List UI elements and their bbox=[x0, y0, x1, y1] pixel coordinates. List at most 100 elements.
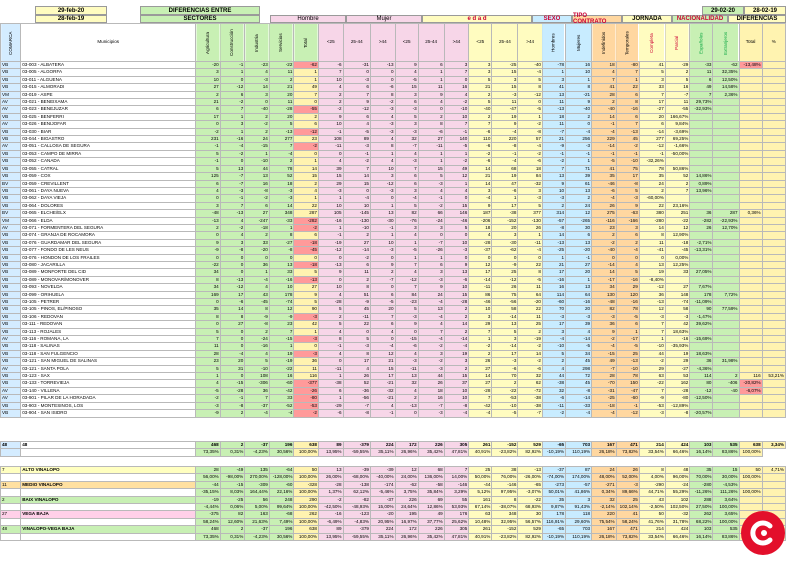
value-cell: -9 bbox=[541, 142, 567, 151]
value-cell: -70 bbox=[591, 379, 617, 388]
value-cell: 3 bbox=[443, 60, 470, 70]
value-cell: -23 bbox=[244, 60, 270, 70]
group-value-cell: 48 bbox=[664, 465, 691, 475]
summary-pct-cell: -59,55% bbox=[342, 448, 371, 457]
value-cell: 1 bbox=[244, 268, 270, 277]
group-pct-cell: -38,07% bbox=[491, 503, 519, 512]
group-value-cell: 38 bbox=[491, 465, 519, 475]
value-cell: 2 bbox=[468, 112, 493, 122]
value-cell: 1 bbox=[565, 275, 593, 285]
value-cell: 0 bbox=[195, 320, 221, 329]
group-pct-cell: 30,56% bbox=[268, 532, 295, 542]
value-cell: 7 bbox=[195, 335, 221, 344]
summary-pct-cell: 47,81% bbox=[443, 448, 470, 457]
value-cell: 1 bbox=[394, 253, 419, 262]
value-cell: 19 bbox=[664, 349, 691, 359]
value-cell: -25 bbox=[591, 394, 617, 403]
value-cell: 1 bbox=[268, 223, 295, 233]
value-cell: -1 bbox=[195, 157, 221, 166]
value-cell: 2 bbox=[317, 90, 344, 100]
comarca-cell: VB bbox=[0, 305, 22, 314]
group-value-cell: 214 bbox=[638, 525, 666, 534]
value-cell: 6 bbox=[394, 172, 419, 181]
value-cell: 24 bbox=[417, 290, 445, 300]
group-number: 11 bbox=[0, 480, 22, 490]
municipio-cell: 03-093 - NOVELDA bbox=[20, 283, 197, 292]
value-cell: 27 bbox=[342, 238, 371, 248]
value-cell: 39,62% bbox=[689, 320, 714, 329]
group-value-cell: -32 bbox=[664, 510, 691, 519]
value-cell: -24 bbox=[417, 216, 445, 225]
value-cell bbox=[761, 75, 787, 85]
group-pct-cell: 35,11% bbox=[369, 532, 396, 542]
value-cell: -3 bbox=[342, 142, 371, 151]
value-cell: 0,00% bbox=[664, 253, 691, 262]
value-cell bbox=[689, 194, 714, 203]
value-cell: 22 bbox=[293, 201, 319, 211]
value-cell: 10 bbox=[541, 186, 567, 196]
value-cell: 20 bbox=[268, 90, 295, 100]
value-cell bbox=[738, 297, 763, 307]
header-mujer: Mujer bbox=[346, 15, 422, 23]
value-cell: -19 bbox=[268, 357, 295, 366]
value-cell: 9 bbox=[369, 260, 396, 270]
value-cell bbox=[738, 186, 763, 196]
value-cell: -1 bbox=[443, 127, 470, 137]
group-pct-cell bbox=[0, 503, 22, 512]
value-cell: 17 bbox=[491, 349, 519, 359]
group-pct-cell: 20,95% bbox=[369, 517, 396, 527]
municipio-cell: 03-904 - SAN ISIDRO bbox=[20, 409, 197, 418]
value-cell: -53 bbox=[638, 401, 666, 411]
value-cell: -40 bbox=[591, 246, 617, 255]
group-value-cell: 703 bbox=[565, 525, 593, 534]
group-value-cell: 82 bbox=[219, 510, 246, 519]
value-cell: 298 bbox=[565, 364, 593, 374]
municipio-cell: 03-118 - SALINAS bbox=[20, 342, 197, 351]
value-cell: -13 bbox=[394, 401, 419, 411]
col-header-hombres: Hombres bbox=[542, 23, 566, 62]
value-cell: 3 bbox=[541, 75, 567, 85]
value-cell: 4 bbox=[369, 401, 396, 411]
value-cell: 0 bbox=[565, 120, 593, 129]
value-cell: 7 bbox=[342, 164, 371, 174]
summary-pct-row: 73,35% 0,31% -4,23% 30,56% 100,00% 13,95% -59,… bbox=[0, 448, 786, 457]
value-cell: 29 bbox=[664, 357, 691, 366]
value-cell: -13 bbox=[638, 297, 666, 307]
summary-pct-cell: 83,86% bbox=[712, 448, 740, 457]
value-cell: 17 bbox=[491, 201, 519, 211]
value-cell: 19 bbox=[268, 349, 295, 359]
value-cell: 2 bbox=[468, 90, 493, 100]
table-row: VB 03-052 - CANADA -1 0 -10 2 1 4 -2 4 -3 1 -2 -6 -4 -6… bbox=[0, 157, 787, 166]
value-cell: -1 bbox=[565, 253, 593, 262]
group-pct-cell: -5,46% bbox=[369, 488, 396, 497]
value-cell: 12 bbox=[638, 305, 666, 314]
group-pct-cell bbox=[0, 517, 22, 527]
group-row: 48 VINALOPO-VEGA BAJA 468 2 -37 196 638 89 -379 2… bbox=[0, 525, 787, 534]
table-row: VB 03-113 - ROJALES 5 0 2 7 1 4 0 4 0 7 2 7 5 2 3 4 9 1 7 18,… bbox=[0, 327, 787, 337]
value-cell: -36 bbox=[342, 386, 371, 396]
value-cell: -27 bbox=[268, 238, 295, 248]
value-cell: -4 bbox=[517, 246, 543, 255]
value-cell: -4 bbox=[219, 349, 246, 359]
value-cell: 9 bbox=[342, 98, 371, 107]
value-cell: 23 bbox=[591, 223, 617, 233]
value-cell: 50,86% bbox=[664, 164, 691, 174]
value-cell: 77,59% bbox=[712, 305, 740, 314]
value-cell: 16 bbox=[541, 283, 567, 292]
value-cell: 7 bbox=[638, 386, 666, 396]
municipio-cell: 03-121 - SANTA POLA bbox=[20, 364, 197, 374]
value-cell: -2 bbox=[541, 157, 567, 166]
group-pct-cell: 68,22% bbox=[689, 517, 714, 527]
value-cell bbox=[738, 253, 763, 262]
value-cell: -3 bbox=[219, 186, 246, 196]
value-cell: 10 bbox=[443, 386, 470, 396]
value-cell: -30 bbox=[369, 216, 396, 225]
value-cell: -12 bbox=[394, 275, 419, 285]
group-pct-cell: 0,06% bbox=[219, 503, 246, 512]
value-cell: -4,36% bbox=[689, 364, 714, 374]
value-cell: 12,90% bbox=[664, 231, 691, 240]
value-cell: 0 bbox=[369, 68, 396, 77]
value-cell: 1 bbox=[517, 231, 543, 240]
value-cell bbox=[761, 386, 787, 396]
value-cell: 5 bbox=[615, 268, 640, 277]
